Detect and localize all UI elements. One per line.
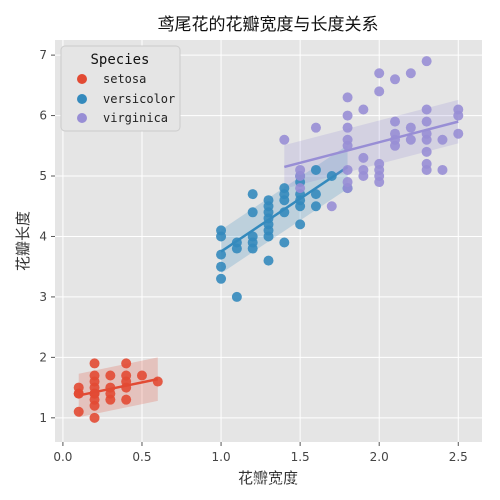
data-point-virginica: [421, 116, 432, 127]
data-point-virginica: [326, 201, 337, 212]
data-point-setosa: [121, 394, 132, 405]
y-tick-label: 2: [39, 350, 47, 364]
data-point-virginica: [390, 74, 401, 85]
data-point-setosa: [89, 412, 100, 423]
y-axis-ticks: 1 2 3 4 5 6 7: [39, 48, 55, 425]
data-point-virginica: [453, 128, 464, 139]
data-point-virginica: [358, 164, 369, 175]
x-tick-label: 1.5: [291, 450, 310, 464]
y-tick-label: 6: [39, 109, 47, 123]
data-point-versicolor: [326, 171, 337, 182]
data-point-setosa: [152, 376, 163, 387]
data-point-versicolor: [295, 219, 306, 230]
data-point-setosa: [105, 370, 116, 381]
data-point-setosa: [105, 382, 116, 393]
y-tick-label: 3: [39, 290, 47, 304]
data-point-virginica: [342, 110, 353, 121]
data-point-setosa: [73, 388, 84, 399]
data-point-versicolor: [310, 164, 321, 175]
data-point-virginica: [358, 152, 369, 163]
data-point-virginica: [342, 134, 353, 145]
watermark: https://blog.csdn.net/weixin_43425784: [254, 475, 488, 489]
data-point-versicolor: [279, 237, 290, 248]
data-point-versicolor: [310, 201, 321, 212]
data-point-virginica: [342, 177, 353, 188]
data-point-versicolor: [279, 183, 290, 194]
x-tick-label: 2.0: [370, 450, 389, 464]
y-axis-title: 花瓣长度: [14, 211, 32, 271]
data-point-virginica: [421, 104, 432, 115]
data-point-virginica: [374, 86, 385, 97]
data-point-versicolor: [216, 225, 227, 236]
legend-label-versicolor: versicolor: [103, 92, 175, 106]
data-point-versicolor: [263, 195, 274, 206]
y-tick-label: 1: [39, 411, 47, 425]
data-point-versicolor: [216, 261, 227, 272]
data-point-virginica: [374, 158, 385, 169]
data-point-versicolor: [263, 255, 274, 266]
chart-title: 鸢尾花的花瓣宽度与长度关系: [158, 15, 379, 35]
x-tick-label: 1.0: [212, 450, 231, 464]
data-point-virginica: [405, 122, 416, 133]
data-point-virginica: [342, 122, 353, 133]
data-point-versicolor: [279, 207, 290, 218]
data-point-virginica: [421, 128, 432, 139]
data-point-virginica: [390, 116, 401, 127]
data-point-setosa: [136, 370, 147, 381]
data-point-setosa: [73, 406, 84, 417]
data-point-setosa: [89, 370, 100, 381]
data-point-versicolor: [231, 291, 242, 302]
data-point-setosa: [121, 358, 132, 369]
data-point-versicolor: [247, 207, 258, 218]
data-point-virginica: [279, 134, 290, 145]
data-point-virginica: [437, 134, 448, 145]
data-point-virginica: [295, 183, 306, 194]
regression-line-virginica: [283, 120, 459, 169]
legend-marker-versicolor: [77, 94, 87, 104]
data-point-versicolor: [231, 237, 242, 248]
data-point-virginica: [358, 104, 369, 115]
y-tick-label: 7: [39, 48, 47, 62]
data-point-setosa: [89, 388, 100, 399]
y-tick-label: 5: [39, 169, 47, 183]
data-point-virginica: [295, 164, 306, 175]
data-point-virginica: [421, 158, 432, 169]
legend-marker-virginica: [77, 113, 87, 123]
data-point-virginica: [421, 56, 432, 67]
legend-label-setosa: setosa: [103, 72, 146, 86]
data-point-versicolor: [247, 189, 258, 200]
data-point-virginica: [342, 92, 353, 103]
data-point-virginica: [390, 128, 401, 139]
data-point-versicolor: [216, 273, 227, 284]
legend-label-virginica: virginica: [103, 111, 168, 125]
data-point-virginica: [405, 68, 416, 79]
data-point-virginica: [453, 104, 464, 115]
x-tick-label: 2.5: [449, 450, 468, 464]
legend-box: [60, 45, 181, 132]
data-point-virginica: [421, 146, 432, 157]
data-point-virginica: [342, 164, 353, 175]
x-axis-title: 花瓣宽度: [238, 469, 298, 487]
x-tick-label: 0.5: [132, 450, 151, 464]
data-point-virginica: [405, 134, 416, 145]
data-point-setosa: [89, 358, 100, 369]
y-tick-label: 4: [39, 229, 47, 243]
data-point-versicolor: [310, 189, 321, 200]
legend: Species setosa versicolor virginica: [60, 45, 181, 132]
data-point-virginica: [437, 164, 448, 175]
data-point-virginica: [374, 68, 385, 79]
legend-title: Species: [90, 52, 149, 68]
data-points: [73, 56, 464, 423]
data-point-setosa: [121, 370, 132, 381]
data-point-versicolor: [216, 249, 227, 260]
data-point-versicolor: [247, 231, 258, 242]
x-axis-ticks: 0.0 0.5 1.0 1.5 2.0 2.5: [53, 442, 468, 464]
x-tick-label: 0.0: [53, 450, 72, 464]
legend-marker-setosa: [77, 74, 87, 84]
data-point-virginica: [310, 122, 321, 133]
